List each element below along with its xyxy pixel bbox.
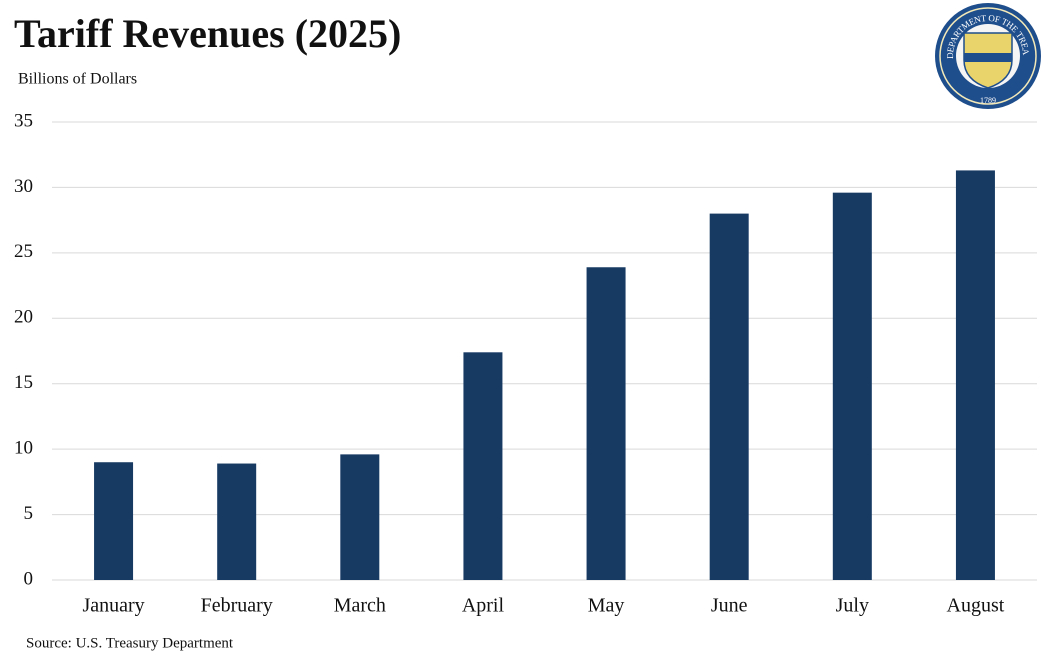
seal-chevron: [964, 53, 1012, 62]
bar: [340, 454, 380, 580]
bar: [955, 170, 995, 580]
chart-subtitle: Billions of Dollars: [18, 71, 137, 88]
y-tick-label: 20: [14, 307, 33, 328]
x-tick-label: February: [201, 595, 273, 617]
bar: [709, 213, 749, 580]
y-tick-label: 10: [14, 438, 33, 459]
x-tick-label: June: [711, 595, 748, 617]
bar: [463, 352, 503, 580]
x-tick-label: July: [836, 595, 869, 617]
x-tick-label: August: [947, 595, 1005, 617]
y-tick-label: 30: [14, 176, 33, 197]
source-note: Source: U.S. Treasury Department: [26, 635, 234, 651]
seal-year: 1789: [980, 96, 996, 105]
x-tick-label: March: [334, 595, 386, 617]
y-tick-label: 15: [14, 372, 33, 393]
x-tick-label: January: [82, 595, 144, 617]
y-tick-label: 35: [14, 110, 33, 131]
y-tick-label: 25: [14, 241, 33, 262]
bar: [586, 267, 626, 580]
bar: [217, 463, 257, 580]
bar: [94, 462, 134, 580]
x-tick-label: April: [462, 595, 505, 617]
bar: [832, 192, 872, 581]
chart-title: Tariff Revenues (2025): [14, 11, 401, 56]
seal-ring: [939, 7, 1037, 105]
y-tick-label: 5: [24, 503, 34, 524]
y-tick-label: 0: [24, 568, 34, 589]
x-tick-label: May: [588, 595, 625, 617]
